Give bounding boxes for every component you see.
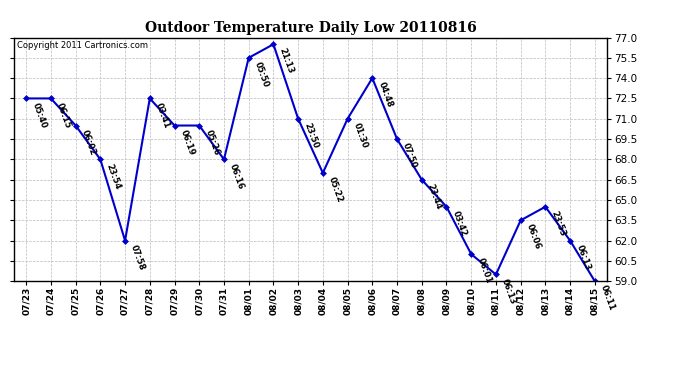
Title: Outdoor Temperature Daily Low 20110816: Outdoor Temperature Daily Low 20110816 [145,21,476,35]
Text: 23:54: 23:54 [104,162,122,190]
Text: 06:02: 06:02 [80,128,97,156]
Text: 03:42: 03:42 [451,210,469,238]
Text: 01:30: 01:30 [352,122,369,150]
Text: 07:50: 07:50 [401,142,419,170]
Text: 23:50: 23:50 [302,122,320,150]
Text: 04:48: 04:48 [377,81,394,109]
Text: 06:15: 06:15 [55,101,72,129]
Text: 23:53: 23:53 [549,210,567,238]
Text: 23:44: 23:44 [426,183,444,211]
Text: 06:11: 06:11 [599,284,617,312]
Text: 03:41: 03:41 [154,101,172,129]
Text: 06:01: 06:01 [475,257,493,285]
Text: 06:13: 06:13 [500,277,518,305]
Text: 06:19: 06:19 [179,128,196,156]
Text: 07:58: 07:58 [129,243,147,272]
Text: 05:40: 05:40 [30,101,48,129]
Text: 06:06: 06:06 [525,223,542,251]
Text: 06:13: 06:13 [574,243,592,272]
Text: 05:50: 05:50 [253,61,270,89]
Text: 05:22: 05:22 [327,176,344,204]
Text: 05:26: 05:26 [204,128,221,156]
Text: Copyright 2011 Cartronics.com: Copyright 2011 Cartronics.com [17,41,148,50]
Text: 21:13: 21:13 [277,47,295,75]
Text: 06:16: 06:16 [228,162,246,190]
